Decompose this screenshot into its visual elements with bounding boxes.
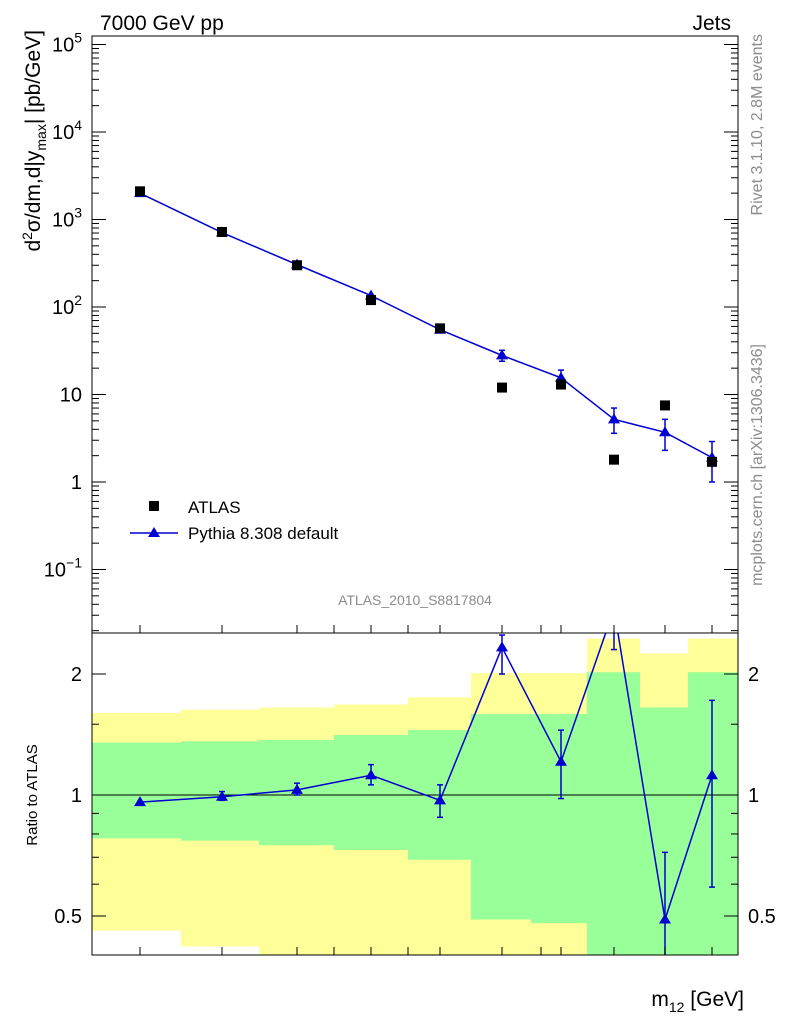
ratio-ytick-label-left-2: 2 xyxy=(71,664,82,686)
header-left-label: 7000 GeV pp xyxy=(100,12,224,35)
legend-pythia-marker xyxy=(148,527,160,537)
atlas-marker-2 xyxy=(292,260,302,271)
ratio-marker-1 xyxy=(216,790,228,801)
ratio-series xyxy=(134,603,718,955)
ratio-ytick-label-left-0: 0.5 xyxy=(54,906,82,928)
green-band-0 xyxy=(92,742,181,839)
header-right-label: Jets xyxy=(692,12,731,35)
green-band-3 xyxy=(334,735,408,850)
uncertainty-bands xyxy=(92,638,738,955)
ratio-frame xyxy=(91,632,739,956)
atlas-marker-8 xyxy=(660,400,670,411)
pythia-marker-6 xyxy=(555,371,567,382)
ratio-marker-7 xyxy=(608,603,620,613)
ratio-ytick-label-right-1: 1 xyxy=(748,785,759,807)
main-plot-panel: 10−1 1 10 102 103 104 105 xyxy=(44,30,739,634)
main-ytick-label-6: 105 xyxy=(52,30,82,57)
ratio-marker-9 xyxy=(706,769,718,780)
pythia-marker-7 xyxy=(608,413,620,424)
ratio-marker-0 xyxy=(134,796,146,807)
main-ytick-label-1: 1 xyxy=(71,472,82,494)
atlas-marker-6 xyxy=(556,379,566,390)
ratio-marker-6 xyxy=(555,755,567,766)
pythia-line xyxy=(139,192,713,459)
legend: ATLAS Pythia 8.308 default xyxy=(130,498,339,543)
atlas-marker-5 xyxy=(497,382,507,393)
ratio-ytick-label-right-0: 0.5 xyxy=(748,906,776,928)
main-y-axis-title: d2σ/dm,d|ymax| [pb/GeV] xyxy=(19,30,49,252)
legend-pythia-label: Pythia 8.308 default xyxy=(188,524,339,543)
main-ytick-label-2: 10 xyxy=(60,385,82,407)
ratio-marker-5 xyxy=(496,641,508,652)
ratio-marker-3 xyxy=(365,769,377,780)
pythia-marker-5 xyxy=(496,349,508,360)
green-band-9 xyxy=(688,672,738,955)
ratio-line xyxy=(139,633,713,920)
main-ytick-label-4: 103 xyxy=(52,205,82,232)
green-band-5 xyxy=(471,714,531,920)
green-band-7 xyxy=(587,672,640,955)
ratio-plot-panel: 0.5 0.5 1 1 2 2 xyxy=(54,603,776,956)
ratio-marker-2 xyxy=(291,783,303,794)
ratio-marker-4 xyxy=(434,794,446,805)
ratio-ytick-label-right-2: 2 xyxy=(748,664,759,686)
atlas-marker-7 xyxy=(609,454,619,465)
atlas-marker-0 xyxy=(135,186,145,197)
main-ytick-label-3: 102 xyxy=(52,292,82,319)
analysis-watermark: ATLAS_2010_S8817804 xyxy=(338,592,492,608)
legend-atlas-label: ATLAS xyxy=(188,498,241,517)
main-ytick-label-0: 10−1 xyxy=(44,555,82,582)
atlas-marker-1 xyxy=(217,226,227,237)
ratio-y-axis-title: Ratio to ATLAS xyxy=(24,744,41,845)
atlas-marker-9 xyxy=(707,456,717,467)
green-band-8 xyxy=(640,707,688,955)
x-axis-title: m12 [GeV] xyxy=(651,988,744,1015)
legend-atlas-marker xyxy=(149,501,159,511)
atlas-marker-3 xyxy=(366,295,376,306)
atlas-marker-4 xyxy=(435,323,445,334)
main-frame xyxy=(91,35,739,634)
source-label: mcplots.cern.ch [arXiv:1306.3436] xyxy=(749,344,766,586)
ratio-marker-8 xyxy=(659,913,671,924)
rivet-version-label: Rivet 3.1.10, 2.8M events xyxy=(749,34,766,215)
main-ytick-label-5: 104 xyxy=(52,117,82,144)
green-band-6 xyxy=(531,714,587,924)
pythia-marker-8 xyxy=(659,426,671,437)
ratio-ytick-label-left-1: 1 xyxy=(71,785,82,807)
